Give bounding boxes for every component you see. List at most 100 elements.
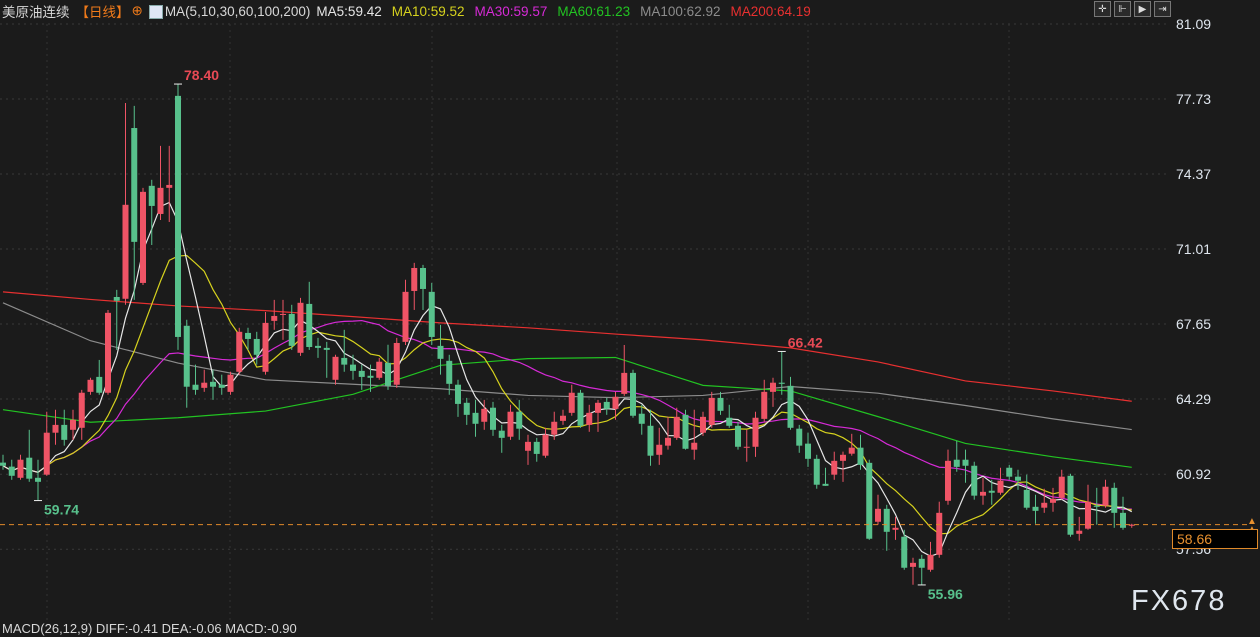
ma-value-5: MA200:64.19: [730, 3, 811, 19]
candle: [1050, 487, 1056, 512]
add-compare-icon[interactable]: ⊕: [131, 3, 143, 18]
candle-body: [420, 267, 426, 289]
ma10-line: [2, 254, 1132, 535]
candle: [577, 389, 584, 428]
zoom-left-icon[interactable]: ⊩: [1114, 1, 1131, 17]
candle: [1085, 484, 1091, 530]
candle-body: [1102, 486, 1109, 506]
candle-body: [297, 302, 304, 353]
candle: [918, 554, 925, 585]
period-label[interactable]: 【日线】: [75, 5, 130, 20]
candle: [691, 409, 698, 460]
candle-body: [1120, 512, 1126, 528]
ma-value-4: MA100:62.92: [640, 3, 721, 19]
watermark: FX678: [1131, 585, 1227, 617]
candle-body: [43, 432, 50, 475]
candle-body: [227, 374, 234, 392]
candle-body: [192, 384, 199, 390]
candle: [341, 329, 348, 372]
candle: [52, 409, 59, 445]
candle-body: [463, 402, 470, 415]
candle: [262, 311, 269, 375]
candle-body: [1041, 502, 1048, 508]
candle-body: [936, 512, 943, 555]
candle: [743, 429, 750, 462]
candle: [778, 351, 785, 395]
price-annotations: 78.40 66.42 59.74 55.96: [34, 67, 963, 602]
candle: [157, 145, 164, 220]
candle: [175, 84, 181, 350]
candle-body: [61, 424, 68, 440]
candle-body: [498, 430, 505, 438]
chart-header: 美原油连续 【日线】 ⊕ MA(5,10,30,60,100,200) MA5:…: [2, 2, 821, 20]
candle-body: [157, 187, 164, 214]
candle: [980, 477, 986, 505]
candle-body: [813, 458, 820, 485]
candle: [857, 434, 864, 470]
candle-body: [253, 338, 260, 355]
candle-body: [1015, 476, 1021, 481]
candle-body: [1023, 489, 1030, 508]
crosshair-icon[interactable]: ✛: [1094, 1, 1111, 17]
candle: [840, 451, 846, 482]
candle: [822, 467, 829, 486]
candle: [481, 399, 488, 430]
candle: [1111, 482, 1118, 528]
candle: [271, 299, 278, 330]
candle: [542, 427, 549, 458]
candle-body: [988, 490, 995, 493]
candle: [17, 454, 24, 480]
candle-body: [752, 417, 759, 447]
annotation-high-label: 78.40: [184, 67, 219, 83]
candle-body: [472, 412, 479, 424]
instrument-name[interactable]: 美原油连续: [2, 5, 70, 20]
candle: [1128, 523, 1135, 528]
candle: [1120, 496, 1126, 530]
candle-body: [367, 375, 374, 378]
moving-average-lines: [2, 201, 1133, 557]
candle-body: [341, 357, 348, 365]
candle-body: [656, 444, 663, 455]
candle-body: [8, 466, 15, 476]
candle-body: [70, 419, 76, 430]
candle: [551, 411, 558, 440]
jump-end-icon[interactable]: ⇥: [1154, 1, 1171, 17]
candle-body: [840, 454, 846, 461]
annotation-high-label: 66.42: [788, 334, 823, 350]
candle-body: [918, 558, 925, 568]
candle: [638, 404, 645, 435]
candle-body: [35, 477, 41, 482]
candle-body: [1111, 487, 1118, 513]
candle-body: [148, 185, 155, 206]
candle-body: [980, 491, 986, 496]
candle-body: [708, 397, 715, 425]
candle-body: [761, 391, 768, 419]
candle: [568, 384, 575, 416]
indicator-chart-icon[interactable]: [148, 5, 163, 19]
candle: [700, 411, 706, 436]
candle: [507, 404, 514, 440]
candle: [166, 145, 173, 222]
candle: [1067, 473, 1074, 537]
candle: [8, 459, 15, 480]
candle-body: [542, 434, 549, 456]
candle-body: [52, 424, 59, 433]
candle-body: [743, 446, 750, 448]
candle-body: [437, 345, 444, 359]
play-icon[interactable]: ▶: [1134, 1, 1151, 17]
ma-value-2: MA30:59.57: [474, 3, 548, 19]
macd-indicator-label[interactable]: MACD(26,12,9) DIFF:-0.41 DEA:-0.06 MACD:…: [2, 621, 297, 636]
candle: [892, 516, 899, 540]
candle-body: [866, 462, 873, 539]
candle-body: [603, 401, 610, 409]
candle-body: [857, 447, 864, 465]
candle-body: [560, 415, 566, 421]
candle-body: [183, 325, 190, 387]
annotation-low-label: 55.96: [928, 586, 963, 602]
candle: [498, 424, 505, 453]
candle: [735, 421, 741, 450]
candle-body: [516, 411, 523, 429]
ma-params[interactable]: MA(5,10,30,60,100,200): [164, 3, 311, 19]
candle-body: [507, 411, 514, 437]
